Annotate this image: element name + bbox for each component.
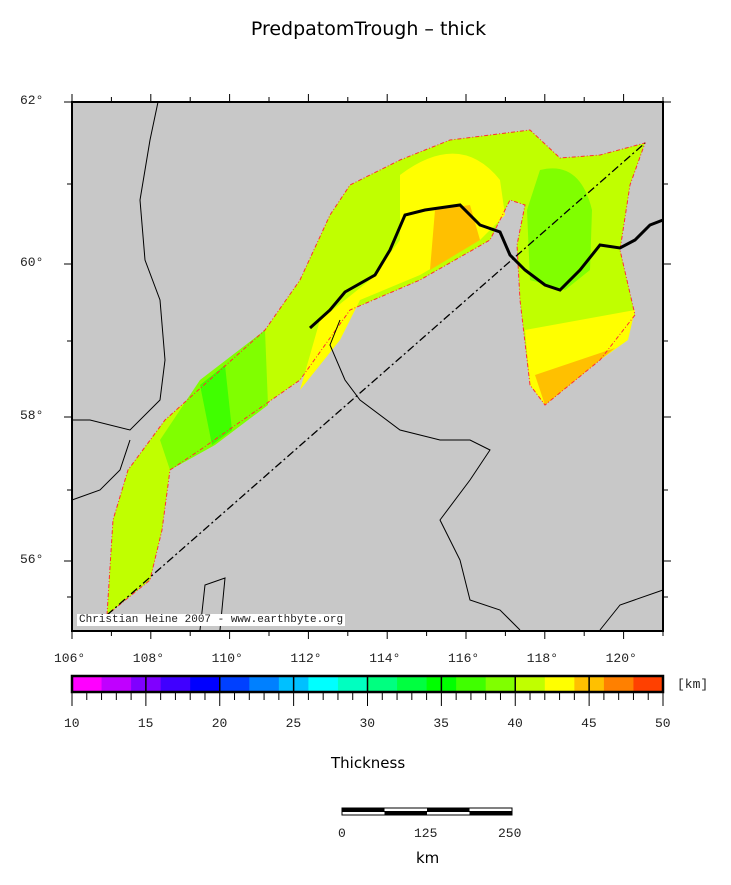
colorbar-tick-label: 20 <box>211 716 228 731</box>
cross-section-line <box>106 142 646 616</box>
thickness-region <box>106 129 646 617</box>
colorbar-swatch <box>219 676 250 692</box>
colorbar-tick-label: 50 <box>655 716 671 731</box>
colorbar-tick-label: 10 <box>64 716 80 731</box>
lat-label: 56° <box>20 552 44 567</box>
lon-label: 110° <box>211 651 243 666</box>
colorbar-tick-label: 40 <box>507 716 523 731</box>
colorbar-swatch <box>456 676 487 692</box>
scale-bar <box>341 807 513 816</box>
scale-label-125: 125 <box>414 826 438 841</box>
colorbar-swatch <box>190 676 221 692</box>
colorbar-swatch <box>397 676 428 692</box>
colorbar-unit: [km] <box>677 677 709 692</box>
credit-label: Christian Heine 2007 - www.earthbyte.org <box>77 614 346 626</box>
lon-label: 112° <box>290 651 322 666</box>
map-ticks <box>64 94 671 639</box>
lon-label: 118° <box>526 651 559 666</box>
lon-label: 114° <box>369 651 401 666</box>
river <box>308 203 664 330</box>
scale-label-0: 0 <box>338 826 346 841</box>
colorbar-tick-label: 45 <box>581 716 597 731</box>
colorbar-tick-label: 25 <box>285 716 302 731</box>
colorbar <box>70 674 665 706</box>
colorbar-swatch <box>544 676 575 692</box>
lon-label: 106° <box>54 651 86 666</box>
map-frame <box>71 101 664 632</box>
scale-unit: km <box>416 849 440 867</box>
colorbar-swatch <box>160 676 191 692</box>
scale-label-250: 250 <box>498 826 522 841</box>
map-title: PredpatomTrough – thick <box>250 18 487 40</box>
lat-label: 58° <box>20 408 44 423</box>
lon-label: 116° <box>448 651 480 666</box>
colorbar-swatch <box>603 676 634 692</box>
colorbar-title: Thickness <box>331 754 406 772</box>
colorbar-swatch <box>367 676 398 692</box>
colorbar-swatch <box>515 676 546 692</box>
lon-label: 120° <box>605 651 637 666</box>
colorbar-swatch <box>485 676 516 692</box>
colorbar-swatch <box>308 676 339 692</box>
colorbar-swatch <box>101 676 132 692</box>
colorbar-swatch <box>337 676 368 692</box>
lat-label: 60° <box>20 255 44 270</box>
colorbar-tick-label: 30 <box>359 716 376 731</box>
lon-label: 108° <box>132 651 165 666</box>
borders <box>71 101 664 631</box>
colorbar-swatch <box>249 676 280 692</box>
colorbar-tick-label: 35 <box>433 716 449 731</box>
colorbar-swatch <box>633 676 664 692</box>
colorbar-swatch <box>72 676 103 692</box>
colorbar-tick-label: 15 <box>137 716 154 731</box>
lat-label: 62° <box>20 93 44 108</box>
